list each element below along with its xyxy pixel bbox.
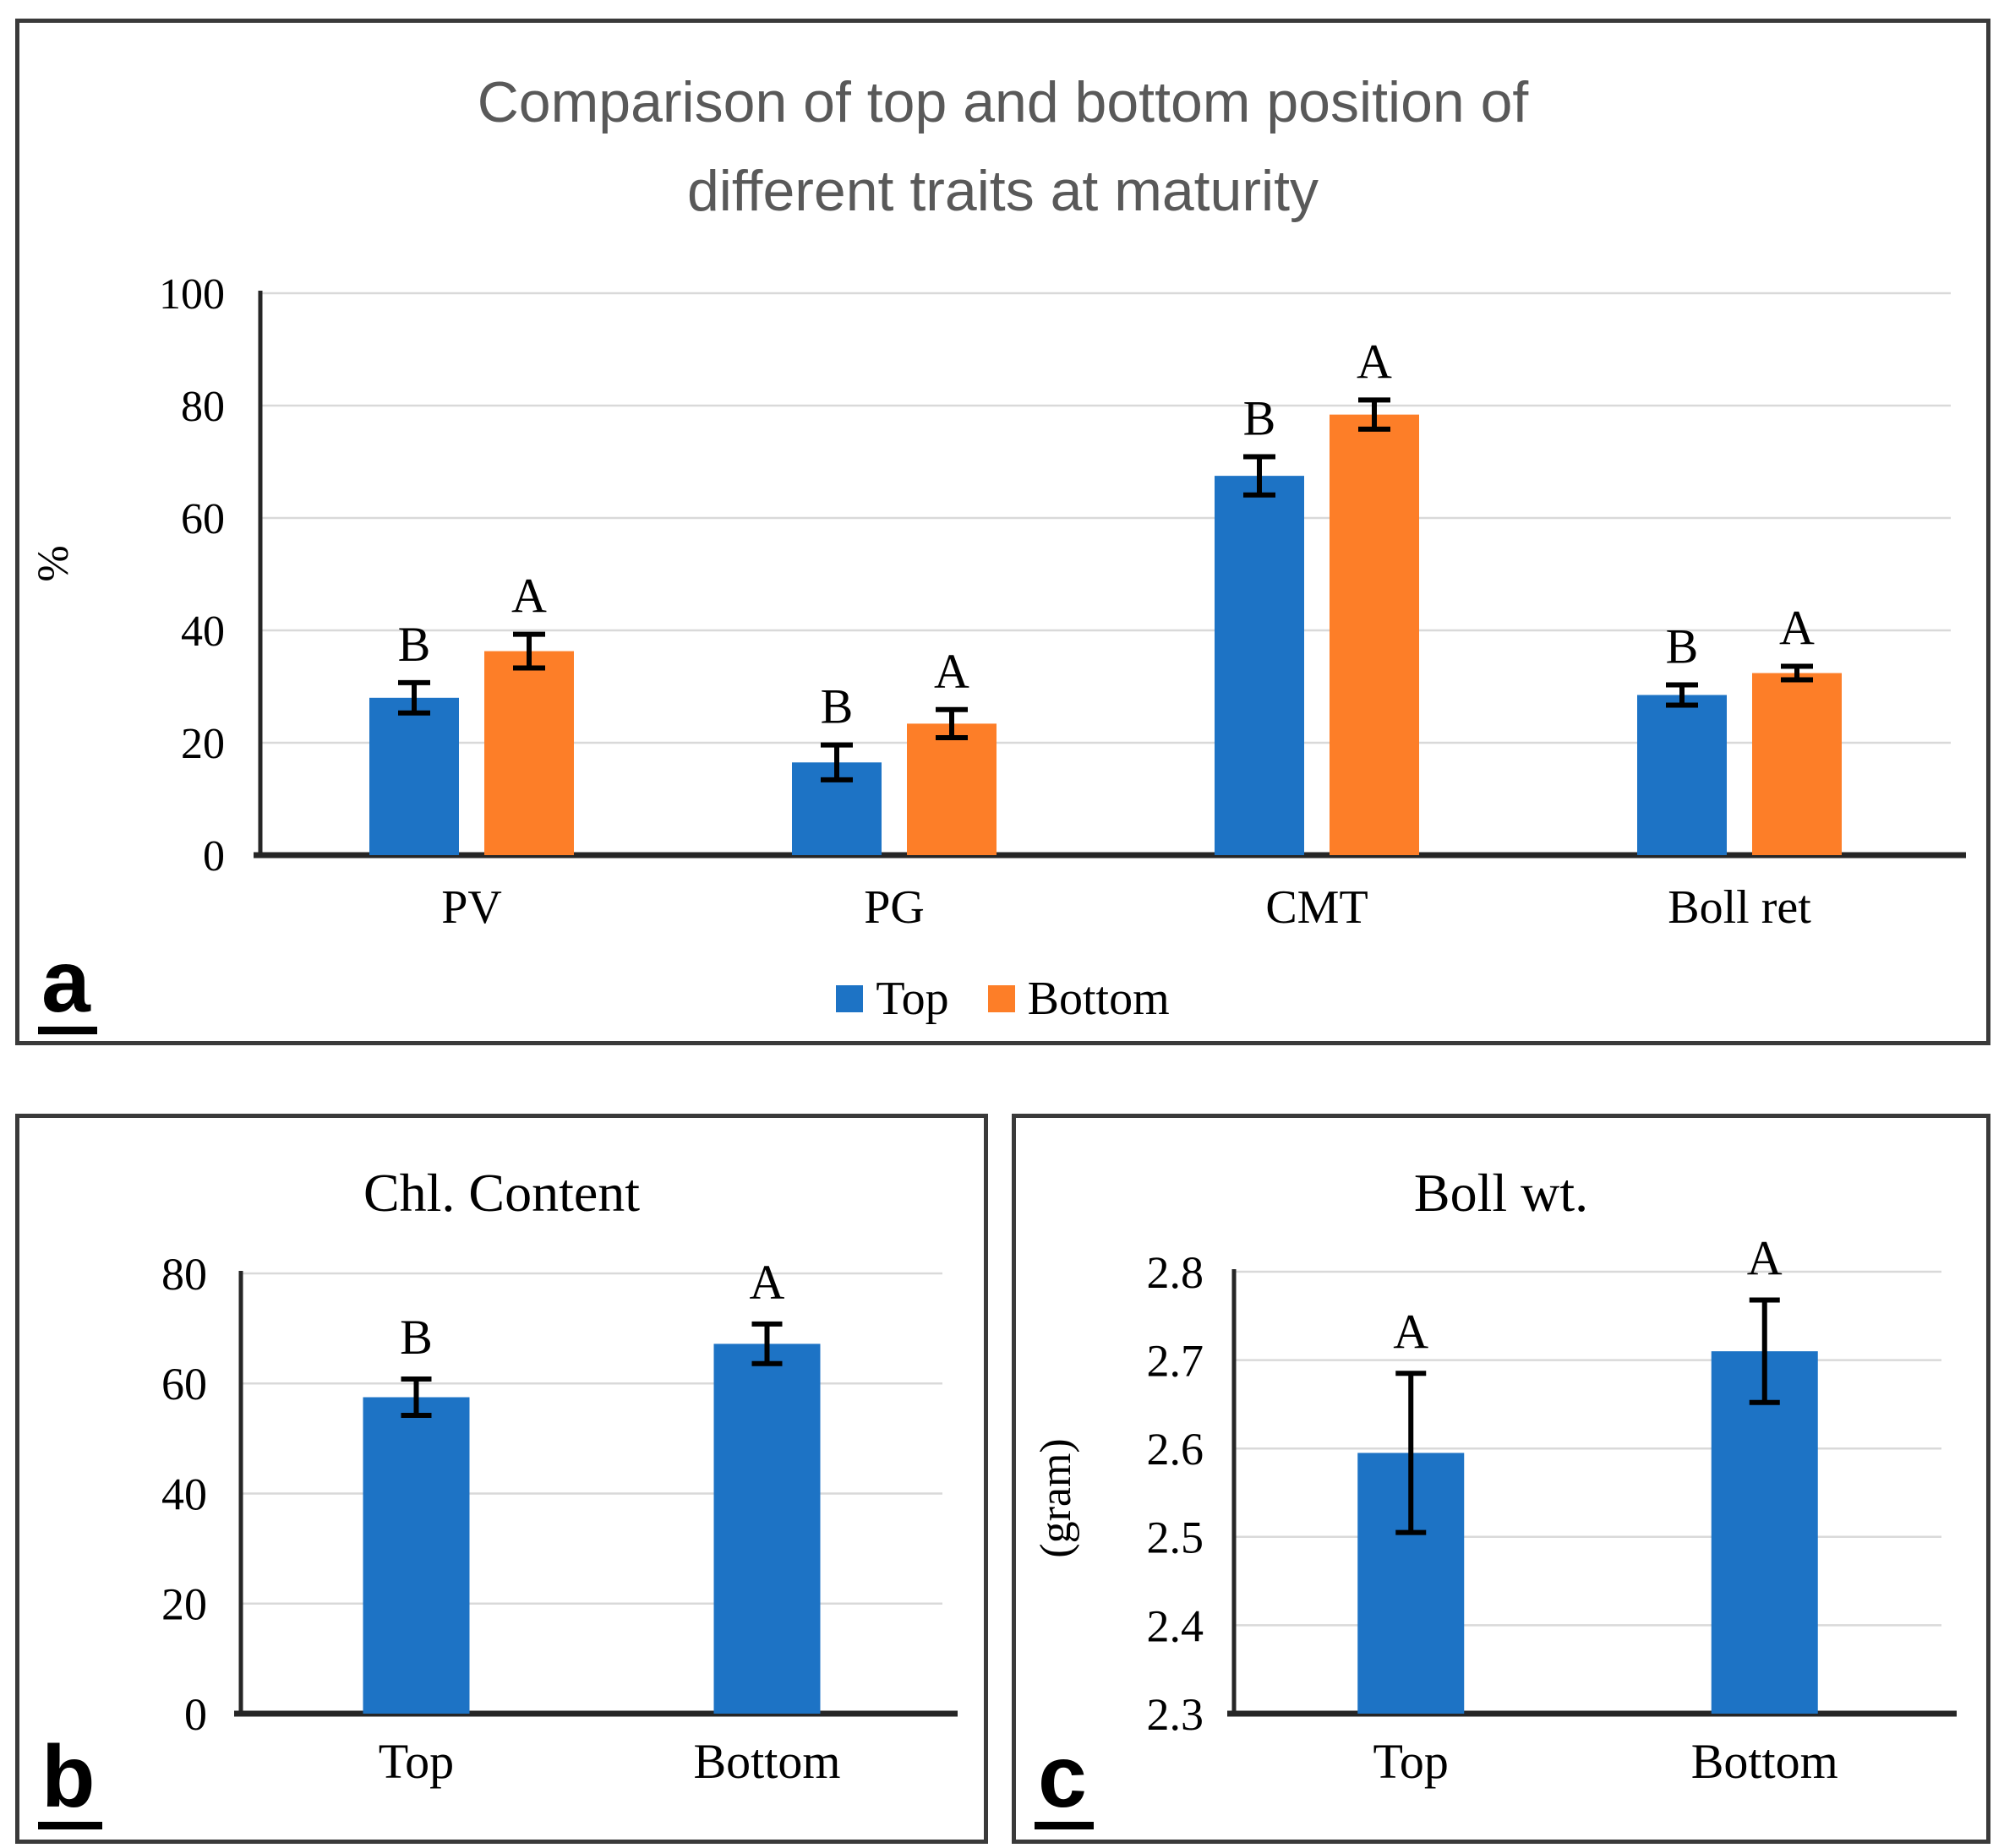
x-category-label: PV <box>441 881 502 934</box>
significance-letter: A <box>511 569 547 624</box>
bar-boll-wt- <box>1711 1351 1818 1714</box>
x-category-label: Bottom <box>693 1734 840 1789</box>
bar-bottom <box>1752 673 1842 855</box>
chart-title-line: different traits at maturity <box>686 159 1319 224</box>
legend-swatch-icon <box>987 985 1015 1012</box>
chart-a-title: Comparison of top and bottom position of… <box>19 58 1986 237</box>
y-tick-label: 2.5 <box>1147 1513 1204 1563</box>
y-tick-label: 80 <box>161 1249 207 1300</box>
y-axis-title: % <box>30 545 78 581</box>
bar-bottom <box>1330 414 1419 855</box>
significance-letter: B <box>821 679 854 734</box>
panel-a: Comparison of top and bottom position of… <box>15 19 1990 1045</box>
y-axis-title: (gram) <box>1032 1438 1080 1557</box>
panel-b: Chl. Content 0 20 40 60 80 Top B Bottom A b <box>15 1114 988 1844</box>
significance-letter: B <box>1243 391 1276 446</box>
legend: Top Bottom <box>19 972 1986 1026</box>
x-category-label: Top <box>379 1734 454 1789</box>
significance-letter: B <box>398 617 431 672</box>
x-category-label: PG <box>864 881 925 934</box>
panel-letter-b: b <box>38 1733 102 1829</box>
significance-letter: B <box>1666 619 1699 674</box>
legend-item-top: Top <box>836 972 949 1026</box>
chart-title-line: Comparison of top and bottom position of <box>477 70 1529 134</box>
legend-item-bottom: Bottom <box>987 972 1170 1026</box>
significance-letter: B <box>400 1310 433 1365</box>
significance-letter: A <box>1779 601 1815 656</box>
panel-c: Boll wt. 2.3 2.4 2.5 2.6 2.7 2.8 (gram) Top A Bot… <box>1012 1114 1990 1844</box>
y-tick-label: 40 <box>181 608 225 656</box>
chart-title-line: Boll wt. <box>1413 1163 1589 1223</box>
y-tick-label: 60 <box>161 1359 207 1409</box>
significance-letter: A <box>1393 1304 1428 1359</box>
y-tick-label: 20 <box>181 720 225 768</box>
chart-a-svg: 0 20 40 60 80 100% PV B A PG B A CMT B A Boll ret B A <box>30 270 1966 934</box>
chart-c-svg: 2.3 2.4 2.5 2.6 2.7 2.8 (gram) Top A Bottom A <box>1032 1230 1957 1789</box>
chart-title-line: Chl. Content <box>363 1163 641 1223</box>
legend-label: Top <box>876 973 949 1025</box>
y-tick-label: 40 <box>161 1469 207 1519</box>
y-tick-label: 60 <box>181 495 225 543</box>
y-tick-label: 2.7 <box>1147 1336 1204 1387</box>
bar-bottom <box>484 651 574 855</box>
bar-top <box>369 697 459 855</box>
x-category-label: Bottom <box>1691 1734 1838 1789</box>
y-tick-label: 80 <box>181 383 225 431</box>
bar-top <box>1215 476 1304 855</box>
chart-b-title: Chl. Content <box>19 1162 984 1224</box>
y-tick-label: 2.3 <box>1147 1689 1204 1740</box>
significance-letter: A <box>1747 1230 1783 1285</box>
y-tick-label: 2.6 <box>1147 1424 1204 1475</box>
legend-swatch-icon <box>836 985 864 1012</box>
y-tick-label: 0 <box>203 832 225 880</box>
x-category-label: CMT <box>1265 881 1368 934</box>
panel-letter-a: a <box>38 938 97 1034</box>
significance-letter: A <box>934 644 969 699</box>
bar-top <box>1637 695 1727 855</box>
y-tick-label: 100 <box>159 270 225 319</box>
x-category-label: Boll ret <box>1668 881 1811 934</box>
bar-bottom <box>907 723 997 855</box>
y-tick-label: 2.4 <box>1147 1600 1204 1651</box>
y-tick-label: 20 <box>161 1579 207 1630</box>
legend-label: Bottom <box>1027 973 1170 1025</box>
chart-c-title: Boll wt. <box>1016 1162 1986 1224</box>
y-tick-label: 2.8 <box>1147 1247 1204 1298</box>
y-tick-label: 0 <box>184 1689 207 1740</box>
chart-b-svg: 0 20 40 60 80 Top B Bottom A <box>161 1249 958 1789</box>
bar-chl--content <box>363 1397 470 1714</box>
significance-letter: A <box>1357 334 1392 389</box>
significance-letter: A <box>750 1255 785 1310</box>
x-category-label: Top <box>1373 1734 1449 1789</box>
bar-chl--content <box>713 1344 821 1714</box>
panel-letter-c: c <box>1035 1733 1094 1829</box>
